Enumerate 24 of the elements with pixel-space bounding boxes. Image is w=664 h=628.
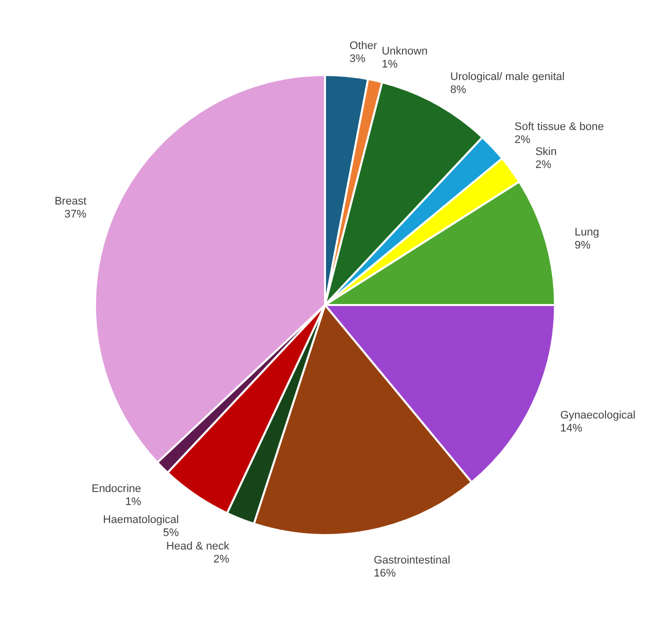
slice-label: Other — [349, 40, 378, 52]
data-label: 9% — [574, 239, 591, 252]
slice-label: Lung — [574, 226, 600, 238]
data-label: 14% — [560, 422, 582, 435]
slice-label: Endocrine — [92, 482, 142, 495]
slice-label: Soft tissue & bone — [514, 121, 604, 134]
slice-label: Gynaecological — [560, 410, 636, 422]
data-label: 2% — [213, 554, 230, 566]
slice-label: Urological/ male genital — [450, 71, 565, 84]
slice-label: Unknown — [382, 45, 428, 58]
data-label: 8% — [450, 84, 466, 96]
slice-label: Breast — [54, 196, 86, 208]
slice-label: Haematological — [103, 514, 179, 526]
data-label: 37% — [64, 208, 87, 221]
data-label: 5% — [162, 527, 180, 540]
data-label: 3% — [349, 53, 366, 66]
data-label: 16% — [374, 567, 396, 580]
slice-label: Head & neck — [166, 540, 230, 553]
data-label: 2% — [535, 159, 552, 172]
data-label: 2% — [514, 134, 531, 146]
slice-label: Skin — [535, 146, 557, 158]
data-label: 1% — [125, 496, 142, 508]
slice-label: Gastrointestinal — [374, 554, 450, 566]
data-label: 1% — [382, 58, 398, 70]
